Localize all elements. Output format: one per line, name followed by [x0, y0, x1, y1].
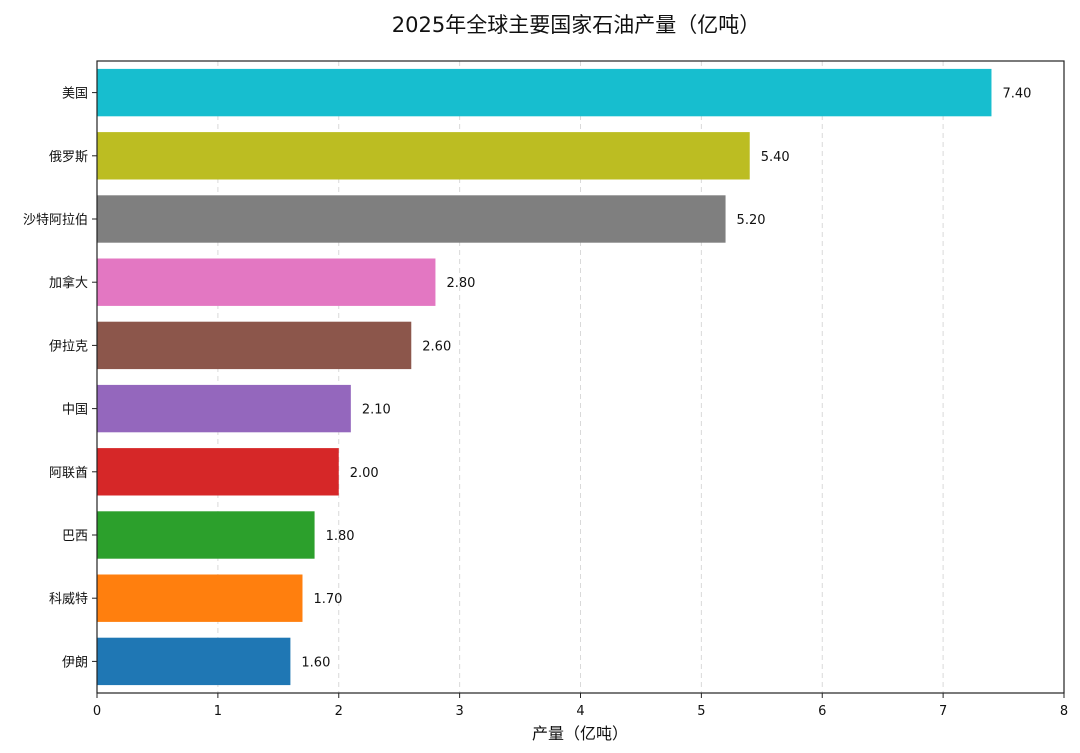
- data-labels: 1.60 1.70 1.80 2.00 2.10 2.60 2.80 5.20 5.40 7.40: [301, 87, 1031, 671]
- bar-value-label: 2.80: [446, 276, 475, 291]
- category-label: 科威特: [49, 592, 88, 607]
- plot-frame: [96, 60, 1065, 694]
- bars: [97, 68, 992, 686]
- x-tick-label: 4: [576, 704, 584, 719]
- category-label: 阿联酋: [49, 465, 88, 481]
- category-label: 伊拉克: [49, 339, 88, 354]
- bar-value-label: 1.80: [326, 529, 355, 544]
- bar: [97, 195, 726, 243]
- y-axis-ticks: 伊朗 科威特 巴西 阿联酋 中国 伊拉克 加拿大 沙特阿拉伯 俄罗斯 美国: [23, 87, 97, 670]
- x-tick-label: 5: [697, 704, 705, 719]
- bar-value-label: 2.60: [422, 339, 451, 354]
- bar-value-label: 5.20: [737, 213, 766, 228]
- bar: [97, 637, 291, 686]
- chart-title: 2025年全球主要国家石油产量（亿吨）: [392, 13, 760, 37]
- x-tick-label: 3: [455, 704, 463, 719]
- category-label: 伊朗: [62, 655, 88, 670]
- x-tick-label: 6: [818, 704, 826, 719]
- x-tick-label: 1: [214, 704, 222, 719]
- x-axis-label: 产量（亿吨）: [532, 724, 628, 743]
- x-tick-label: 2: [335, 704, 343, 719]
- category-label: 巴西: [62, 529, 88, 544]
- x-axis-ticks: 0 1 2 3 4 5 6 7 8: [93, 693, 1068, 719]
- bar: [97, 384, 351, 433]
- bar: [97, 258, 436, 306]
- bar-value-label: 1.60: [301, 655, 330, 670]
- bar: [97, 511, 315, 559]
- bar: [97, 132, 750, 180]
- x-tick-label: 8: [1060, 704, 1068, 719]
- bar-value-label: 2.00: [350, 466, 379, 481]
- bar-value-label: 2.10: [362, 403, 391, 418]
- bar-value-label: 5.40: [761, 150, 790, 165]
- bar-value-label: 1.70: [313, 592, 342, 607]
- grid-lines: [217, 61, 944, 693]
- x-tick-label: 7: [939, 704, 947, 719]
- bar: [97, 574, 303, 622]
- bar: [97, 448, 339, 496]
- bar: [97, 321, 412, 370]
- category-label: 中国: [62, 403, 88, 418]
- category-label: 美国: [62, 87, 88, 102]
- category-label: 俄罗斯: [49, 150, 88, 165]
- category-label: 加拿大: [49, 275, 88, 291]
- category-label: 沙特阿拉伯: [23, 213, 88, 228]
- bar: [97, 68, 992, 117]
- bar-value-label: 7.40: [1002, 87, 1031, 102]
- x-tick-label: 0: [93, 704, 101, 719]
